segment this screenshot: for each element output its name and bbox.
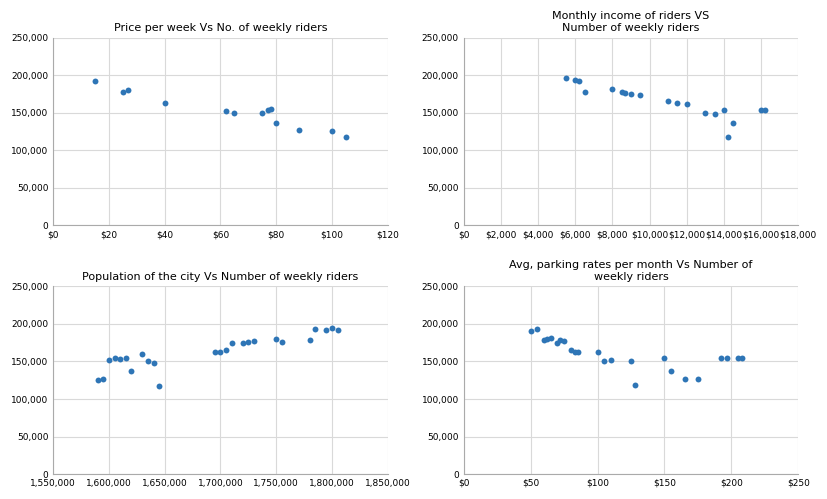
Point	[236, 339, 249, 347]
Point	[241, 338, 255, 346]
Point	[225, 339, 238, 347]
Point	[530, 325, 543, 333]
Point	[563, 346, 576, 354]
Point	[571, 77, 585, 85]
Point	[261, 106, 274, 114]
Point	[559, 74, 572, 82]
Point	[303, 336, 316, 344]
Point	[119, 354, 132, 362]
Point	[116, 88, 129, 96]
Point	[664, 367, 677, 375]
Point	[670, 99, 683, 107]
Point	[604, 356, 617, 364]
Point	[633, 91, 646, 99]
Point	[618, 89, 631, 97]
Point	[91, 376, 104, 384]
Point	[331, 326, 344, 334]
Point	[275, 338, 288, 346]
Point	[158, 99, 171, 107]
Title: Price per week Vs No. of weekly riders: Price per week Vs No. of weekly riders	[113, 23, 327, 33]
Point	[308, 325, 322, 333]
Point	[523, 327, 537, 335]
Point	[605, 85, 619, 93]
Point	[113, 355, 127, 363]
Point	[720, 133, 734, 141]
Point	[719, 354, 733, 362]
Title: Monthly income of riders VS
Number of weekly riders: Monthly income of riders VS Number of we…	[552, 11, 709, 33]
Point	[716, 106, 729, 114]
Point	[247, 337, 261, 345]
Point	[568, 76, 581, 84]
Point	[707, 110, 720, 118]
Point	[213, 348, 227, 356]
Point	[758, 106, 771, 114]
Point	[325, 324, 338, 332]
Point	[122, 86, 135, 94]
Point	[103, 356, 116, 364]
Point	[543, 334, 557, 342]
Point	[570, 348, 583, 356]
Point	[141, 357, 155, 365]
Point	[590, 348, 604, 356]
Point	[152, 382, 165, 390]
Point	[726, 119, 739, 127]
Point	[567, 348, 581, 356]
Point	[325, 127, 338, 135]
Point	[557, 337, 570, 345]
Point	[552, 336, 566, 344]
Point	[537, 336, 550, 344]
Point	[97, 375, 110, 383]
Point	[339, 133, 352, 141]
Point	[614, 88, 628, 96]
Point	[628, 382, 641, 390]
Point	[270, 335, 283, 343]
Point	[88, 77, 102, 85]
Point	[219, 107, 232, 115]
Point	[219, 346, 232, 354]
Point	[624, 90, 637, 98]
Point	[227, 109, 241, 117]
Point	[713, 354, 726, 362]
Point	[577, 88, 590, 96]
Point	[108, 354, 121, 362]
Title: Avg, parking rates per month Vs Number of
weekly riders: Avg, parking rates per month Vs Number o…	[509, 260, 752, 281]
Point	[208, 348, 222, 356]
Point	[539, 335, 552, 343]
Point	[319, 326, 332, 334]
Point	[256, 109, 269, 117]
Point	[125, 367, 138, 375]
Title: Population of the city Vs Number of weekly riders: Population of the city Vs Number of week…	[82, 271, 358, 281]
Point	[698, 109, 711, 117]
Point	[753, 106, 767, 114]
Point	[661, 97, 674, 105]
Point	[136, 350, 149, 358]
Point	[146, 359, 160, 367]
Point	[657, 354, 671, 362]
Point	[679, 100, 692, 108]
Point	[597, 357, 610, 365]
Point	[292, 126, 305, 134]
Point	[691, 375, 704, 383]
Point	[270, 119, 283, 127]
Point	[730, 354, 743, 362]
Point	[264, 105, 277, 113]
Point	[734, 354, 748, 362]
Point	[550, 339, 563, 347]
Point	[677, 375, 691, 383]
Point	[624, 357, 637, 365]
